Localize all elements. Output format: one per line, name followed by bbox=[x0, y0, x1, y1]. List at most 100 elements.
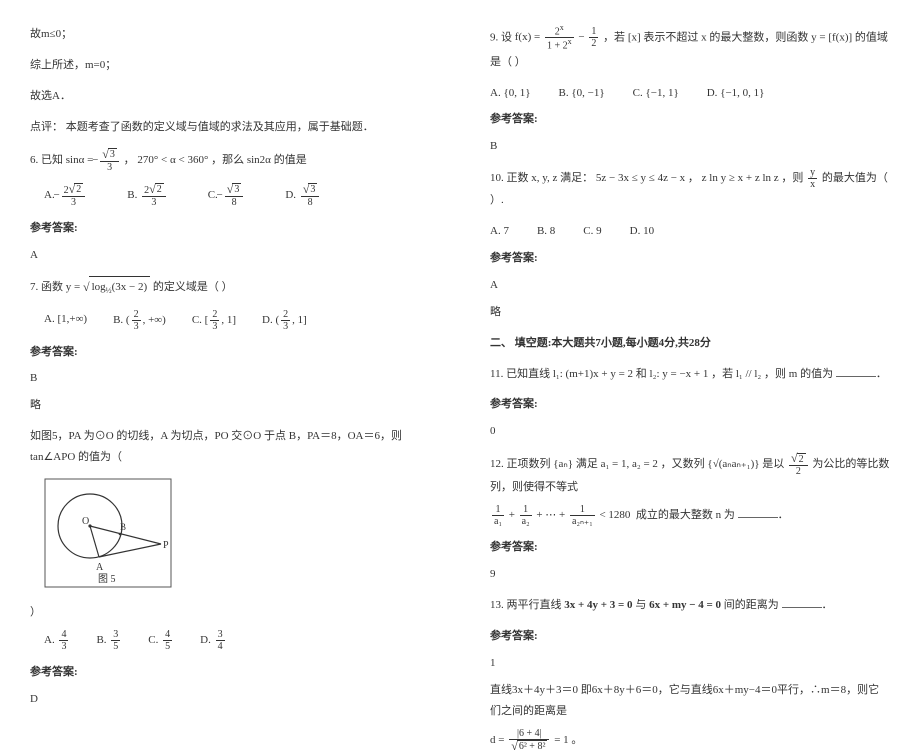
q8-choices: A. 43 B. 35 C. 45 D. 34 bbox=[30, 629, 430, 652]
q9-yf: y = [f(x)] bbox=[811, 31, 852, 43]
answer-b: B bbox=[490, 136, 890, 157]
q9-bracket: [x] bbox=[628, 31, 641, 43]
choice-a: A. 43 bbox=[44, 629, 70, 652]
q10-vars: x, y, z bbox=[531, 172, 557, 184]
omitted: 略 bbox=[30, 395, 430, 416]
answer-d: D bbox=[30, 689, 430, 710]
explain-13b: d = |6 + 4|6² + 8² = 1 。 bbox=[490, 728, 890, 753]
q9-mid2: 表示不超过 x 的最大整数，则函数 bbox=[643, 31, 808, 43]
answer-1: 1 bbox=[490, 653, 890, 674]
label-d: D. bbox=[707, 87, 718, 99]
label-b: B. bbox=[96, 634, 106, 646]
choice-c: C. [23, 1] bbox=[192, 309, 236, 332]
q7-post: 的定义域是（ ） bbox=[153, 281, 233, 293]
answer-0: 0 bbox=[490, 421, 890, 442]
answer-label: 参考答案: bbox=[490, 626, 890, 647]
answer-label: 参考答案: bbox=[490, 109, 890, 130]
choice-a: A. 7 bbox=[490, 221, 509, 242]
question-6: 6. 已知 sinα = −33 ， 270° < α < 360° ，那么 s… bbox=[30, 148, 430, 173]
q10-c1: 5z − 3x ≤ y ≤ 4z − x bbox=[596, 172, 685, 184]
q6-range: 270° < α < 360° bbox=[137, 154, 208, 166]
figure-label: 图 5 bbox=[98, 573, 116, 585]
q13-pre: 13. 两平行直线 bbox=[490, 599, 562, 611]
q10-post: ，则 bbox=[781, 172, 803, 184]
blank bbox=[782, 597, 822, 608]
choice-a: A. −223 bbox=[44, 183, 87, 208]
q12-a: {aₙ} bbox=[553, 458, 573, 470]
label-c: C. bbox=[633, 87, 643, 99]
label-c: C. bbox=[148, 634, 158, 646]
q7-choices: A. [1,+∞) B. (23, +∞) C. [23, 1] D. (23,… bbox=[30, 309, 430, 332]
question-9: 9. 设 f(x) = 2x1 + 2x − 12 ，若 [x] 表示不超过 x… bbox=[490, 24, 890, 73]
expr-sin-alpha: sinα = −33 bbox=[66, 154, 124, 166]
label-a: A. bbox=[490, 87, 501, 99]
choice-a: A. [1,+∞) bbox=[44, 309, 87, 332]
label-b: B. bbox=[113, 314, 123, 326]
choice-d: D. 38 bbox=[285, 183, 321, 208]
term-n: 1a₂ₙ₊₁ bbox=[570, 504, 595, 527]
choice-d: D. (23, 1] bbox=[262, 309, 307, 332]
q12-sum-row: 1a₁ + 1a₂ + ⋯ + 1a₂ₙ₊₁ < 1280 成立的最大整数 n … bbox=[490, 504, 890, 527]
section-2-title: 二、 填空题:本大题共7小题,每小题4分,共28分 bbox=[490, 333, 890, 354]
label-d: D. bbox=[285, 189, 296, 201]
choice-c: C. 9 bbox=[583, 221, 601, 242]
val-a: {0, 1} bbox=[503, 87, 530, 99]
q6-prefix: 6. 已知 bbox=[30, 154, 63, 166]
question-12: 12. 正项数列 {aₙ} 满足 a₁ = 1, a₂ = 2 ，又数列 {√(… bbox=[490, 452, 890, 498]
q9-choices: A. {0, 1} B. {0, −1} C. {−1, 1} D. {−1, … bbox=[490, 83, 890, 104]
label-d: D. bbox=[200, 634, 211, 646]
q9-func: f(x) = 2x1 + 2x − 12 bbox=[515, 31, 603, 43]
distance-frac: |6 + 4|6² + 8² bbox=[509, 728, 549, 753]
q9-mid1: ，若 bbox=[603, 31, 625, 43]
question-7: 7. 函数 y = log½(3x − 2) 的定义域是（ ） bbox=[30, 276, 430, 299]
q10-mid: 满足： bbox=[560, 172, 593, 184]
svg-text:P: P bbox=[163, 540, 169, 551]
q12-mid2: ，又数列 bbox=[661, 458, 705, 470]
svg-text:O: O bbox=[82, 516, 89, 527]
q11-pre: 11. 已知直线 bbox=[490, 368, 550, 380]
label-c: C. bbox=[192, 314, 202, 326]
text-line: 故m≤0； bbox=[30, 24, 430, 45]
choice-b: B. 223 bbox=[127, 183, 167, 208]
answer-label: 参考答案: bbox=[490, 394, 890, 415]
choice-d: D. 10 bbox=[630, 221, 654, 242]
label-b: B. bbox=[127, 189, 137, 201]
q11-mid: ，若 bbox=[711, 368, 733, 380]
label-b: B. bbox=[559, 87, 569, 99]
q11-post: ，则 m 的值为 bbox=[764, 368, 833, 380]
q10-frac: yx bbox=[808, 167, 817, 190]
val-b: {0, −1} bbox=[571, 87, 604, 99]
q12-mid1: 满足 bbox=[576, 458, 598, 470]
choice-d: D. {−1, 0, 1} bbox=[707, 83, 765, 104]
q13-and: 与 bbox=[635, 599, 646, 611]
q10-pre: 10. 正数 bbox=[490, 172, 529, 184]
question-13: 13. 两平行直线 3x + 4y + 3 = 0 与 6x + my − 4 … bbox=[490, 595, 890, 616]
answer-label: 参考答案: bbox=[30, 662, 430, 683]
answer-a: A bbox=[30, 245, 430, 266]
q11-l2: l₂: y = −x + 1 bbox=[650, 368, 709, 380]
question-11: 11. 已知直线 l₁: (m+1)x + y = 2 和 l₂: y = −x… bbox=[490, 364, 890, 385]
label-a: A. bbox=[44, 634, 55, 646]
val-d: {−1, 0, 1} bbox=[720, 87, 764, 99]
label-d: D. bbox=[262, 314, 273, 326]
q13-post: 间的距离为 bbox=[724, 599, 779, 611]
answer-label: 参考答案: bbox=[30, 342, 430, 363]
val-c: {−1, 1} bbox=[645, 87, 678, 99]
q12-init: a₁ = 1, a₂ = 2 bbox=[601, 458, 658, 470]
text-line: 综上所述，m=0； bbox=[30, 55, 430, 76]
q11-and: 和 bbox=[636, 368, 647, 380]
d-eq: d = bbox=[490, 734, 504, 746]
blank bbox=[738, 507, 778, 518]
choice-c: C. −38 bbox=[208, 183, 246, 208]
blank bbox=[836, 366, 876, 377]
q12-pre: 12. 正项数列 bbox=[490, 458, 551, 470]
question-10: 10. 正数 x, y, z 满足： 5z − 3x ≤ y ≤ 4z − x … bbox=[490, 167, 890, 211]
term-2: 1a₂ bbox=[520, 504, 532, 527]
q6-choices: A. −223 B. 223 C. −38 D. 38 bbox=[30, 183, 430, 208]
choice-b: B. {0, −1} bbox=[559, 83, 605, 104]
q12-post: 成立的最大整数 n 为 bbox=[636, 509, 735, 521]
q12-seq: {√(aₙaₙ₊₁)} bbox=[707, 458, 759, 470]
q13-l2: 6x + my − 4 = 0 bbox=[649, 599, 721, 611]
q12-ratio: 22 bbox=[789, 452, 808, 477]
close-paren: ） bbox=[30, 602, 430, 623]
